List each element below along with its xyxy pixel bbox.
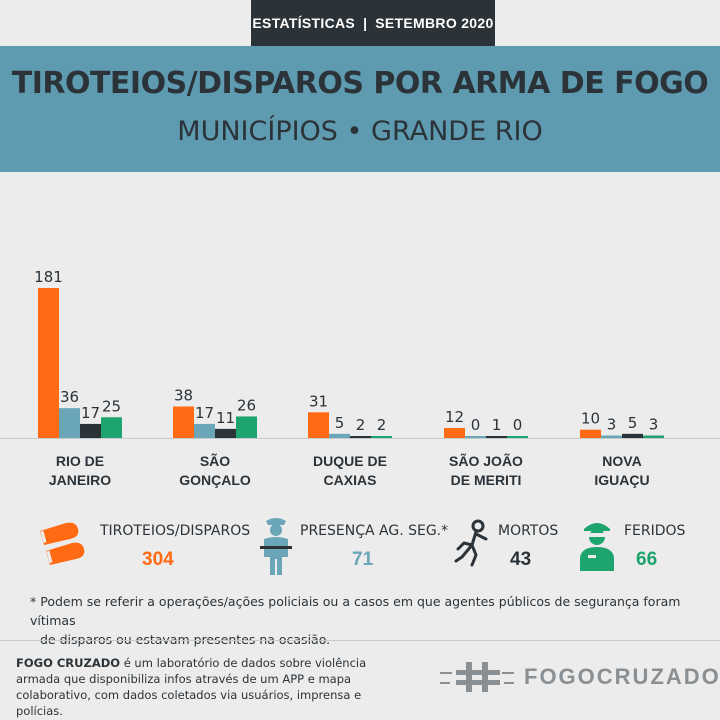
title-banner	[0, 46, 720, 172]
bar-value-label: 5	[628, 414, 638, 432]
bar	[580, 429, 601, 438]
legend-total: 71	[352, 549, 374, 570]
bar-value-label: 3	[649, 416, 659, 434]
bar	[38, 288, 59, 438]
bar	[507, 436, 528, 438]
footnote: * Podem se referir a operações/ações pol…	[30, 592, 720, 649]
bar	[329, 433, 350, 438]
legend-feridos: FERIDOS 66	[578, 515, 698, 577]
category-label-line: CAXIAS	[323, 472, 377, 488]
category-label-line: RIO DE	[55, 453, 105, 469]
page-title: TIROTEIOS/DISPAROS POR ARMA DE FOGO	[11, 66, 709, 101]
legend-label: MORTOS	[498, 523, 559, 539]
category-label-line: NOVA	[602, 453, 642, 469]
bar	[601, 435, 622, 438]
legend-label: TIROTEIOS/DISPAROS	[100, 523, 251, 539]
legend-total: 43	[510, 549, 532, 570]
brand-name: FOGOCRUZADO	[524, 664, 720, 689]
legend-label: FERIDOS	[624, 523, 686, 539]
category-label-line: JANEIRO	[48, 472, 112, 488]
bar	[486, 436, 507, 438]
body-outline-icon	[454, 519, 488, 567]
category-label-line: GONÇALO	[179, 472, 251, 488]
bar-value-label: 38	[174, 387, 193, 405]
bar-value-label: 31	[309, 392, 328, 410]
category-label: RIO DE JANEIRO	[15, 452, 145, 490]
about-body: é um laboratório de dados sobre violênci…	[16, 656, 367, 718]
header-tab: ESTATÍSTICAS | SETEMBRO 2020	[251, 0, 495, 46]
category-label-line: SÃO	[199, 453, 231, 469]
bar	[350, 436, 371, 438]
legend-label: PRESENÇA AG. SEG.*	[300, 523, 449, 539]
bar-value-label: 181	[34, 268, 63, 286]
bar	[444, 428, 465, 438]
legend-mortos: MORTOS 43	[452, 515, 572, 577]
tab-right-text: SETEMBRO 2020	[375, 15, 494, 31]
tab-left-text: ESTATÍSTICAS	[252, 15, 356, 31]
page-subtitle: MUNICÍPIOS • GRANDE RIO	[177, 116, 543, 147]
legend-total: 66	[636, 549, 658, 570]
bar-value-label: 0	[471, 416, 481, 434]
bar-value-label: 36	[60, 388, 79, 406]
bar-value-label: 0	[513, 416, 523, 434]
police-officer-icon	[260, 518, 292, 575]
footnote-line-2: de disparos ou estavam presentes na ocas…	[40, 632, 331, 647]
bar	[173, 406, 194, 438]
bar	[371, 436, 392, 438]
footnote-line-1: * Podem se referir a operações/ações pol…	[30, 594, 681, 628]
category-label: SÃO JOÃO DE MERITI	[421, 452, 551, 490]
bar	[308, 412, 329, 438]
bar-value-label: 26	[237, 396, 256, 414]
brand-logo: FOGOCRUZADO	[440, 660, 720, 694]
bar-value-label: 10	[581, 410, 600, 428]
bar	[194, 423, 215, 438]
tab-separator: |	[363, 15, 368, 31]
bar	[215, 428, 236, 438]
footer-divider	[0, 640, 720, 641]
bar	[80, 423, 101, 438]
bar-value-label: 11	[216, 409, 235, 427]
bar-value-label: 5	[335, 414, 345, 432]
bullets-icon	[40, 522, 85, 565]
bar	[101, 417, 122, 438]
legend-total: 304	[142, 549, 174, 570]
bar-value-label: 3	[607, 416, 617, 434]
bar-value-label: 17	[195, 404, 214, 422]
about-org: FOGO CRUZADO	[16, 656, 121, 670]
category-label-line: SÃO JOÃO	[449, 453, 523, 469]
hashtag-logo-icon	[440, 662, 514, 692]
category-label-line: DE MERITI	[450, 472, 522, 488]
bar	[622, 433, 643, 438]
category-label: NOVA IGUAÇU	[557, 452, 687, 490]
legend-tiroteios: TIROTEIOS/DISPAROS 304	[36, 515, 250, 577]
bar	[59, 408, 80, 438]
bar-value-label: 2	[377, 416, 387, 434]
bar-value-label: 12	[445, 408, 464, 426]
bar-value-label: 2	[356, 416, 366, 434]
legend-agentes: PRESENÇA AG. SEG.* 71	[258, 515, 448, 577]
bar	[643, 435, 664, 438]
bar-value-label: 1	[492, 416, 502, 434]
bar-value-label: 25	[102, 397, 121, 415]
category-label: DUQUE DE CAXIAS	[285, 452, 415, 490]
injured-person-icon	[580, 523, 614, 571]
bar	[465, 436, 486, 438]
bar-value-label: 17	[81, 404, 100, 422]
about-text: FOGO CRUZADO é um laboratório de dados s…	[16, 655, 396, 719]
category-label-line: IGUAÇU	[594, 472, 650, 488]
bar	[236, 416, 257, 438]
category-label-line: DUQUE DE	[313, 453, 387, 469]
category-label: SÃO GONÇALO	[150, 452, 280, 490]
